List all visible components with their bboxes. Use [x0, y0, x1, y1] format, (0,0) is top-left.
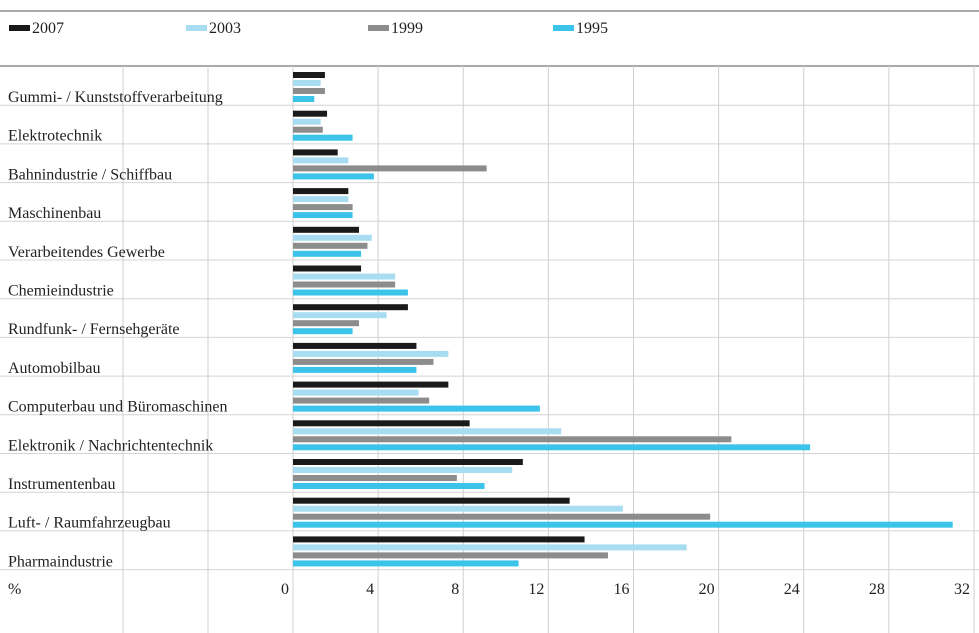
legend-label: 2003	[209, 20, 241, 37]
category-label: Elektronik / Nachrichtentechnik	[8, 437, 213, 454]
bar	[293, 420, 470, 427]
bar	[293, 544, 687, 551]
category-label: Verarbeitendes Gewerbe	[8, 244, 165, 261]
category-label: Rundfunk- / Fernsehgeräte	[8, 321, 180, 338]
x-axis-ticks: % 0 4 8 12 16 20 24 28 32	[8, 581, 970, 598]
bar	[293, 304, 408, 311]
bar	[293, 328, 353, 335]
x-tick-label: 12	[528, 581, 544, 598]
legend-swatch	[368, 25, 389, 31]
bar	[293, 483, 485, 489]
legend-label: 1995	[576, 20, 608, 37]
category-label: Luft- / Raumfahrzeugbau	[8, 515, 171, 532]
category-label: Bahnindustrie / Schiffbau	[8, 166, 172, 183]
x-tick-label: 4	[366, 581, 374, 598]
x-tick-label: 20	[699, 581, 715, 598]
x-tick-label: 32	[954, 581, 970, 598]
bar	[293, 212, 353, 219]
bar	[293, 226, 359, 233]
bar	[293, 459, 523, 465]
bar	[293, 312, 387, 319]
bar	[293, 204, 353, 211]
bar	[293, 80, 321, 86]
bar	[293, 173, 374, 180]
bar	[293, 560, 519, 567]
bar	[293, 505, 623, 512]
category-label: Elektrotechnik	[8, 128, 102, 145]
bar	[293, 428, 562, 435]
bars	[293, 72, 953, 567]
bar	[293, 242, 368, 249]
bar	[293, 265, 362, 272]
bar	[293, 165, 487, 172]
bar	[293, 234, 372, 241]
bar	[293, 320, 359, 327]
category-label: Maschinenbau	[8, 205, 101, 222]
x-unit-label: %	[8, 581, 21, 598]
x-tick-label: 8	[451, 581, 459, 598]
x-tick-label: 0	[281, 581, 289, 598]
bar	[293, 536, 585, 543]
bar	[293, 513, 711, 520]
bar	[293, 342, 417, 349]
category-label: Pharmaindustrie	[8, 553, 113, 570]
bar	[293, 134, 353, 141]
bar	[293, 497, 570, 504]
bar	[293, 96, 315, 102]
bar	[293, 110, 328, 117]
bar	[293, 72, 325, 78]
bar	[293, 118, 321, 125]
bar	[293, 358, 434, 365]
legend-swatch	[553, 25, 574, 31]
x-tick-label: 28	[869, 581, 885, 598]
category-label: Automobilbau	[8, 360, 100, 377]
bar	[293, 350, 449, 357]
bar	[293, 157, 349, 164]
bar	[293, 188, 349, 195]
legend: 2007 2003 1999 1995	[9, 20, 608, 37]
bar	[293, 381, 449, 388]
x-tick-label: 24	[784, 581, 800, 598]
bar	[293, 405, 540, 412]
bar	[293, 273, 396, 280]
bar	[293, 366, 417, 373]
legend-label: 1999	[391, 20, 423, 37]
category-label: Instrumentenbau	[8, 476, 116, 493]
bar	[293, 389, 419, 396]
gridlines	[0, 10, 979, 633]
legend-swatch	[9, 25, 30, 31]
legend-swatch	[186, 25, 207, 31]
category-label: Chemieindustrie	[8, 283, 114, 300]
bar	[293, 444, 811, 451]
bar	[293, 397, 430, 404]
bar	[293, 467, 513, 473]
bar	[293, 289, 408, 296]
category-label: Computerbau und Büromaschinen	[8, 399, 228, 416]
bar	[293, 88, 325, 94]
bar	[293, 475, 457, 481]
legend-label: 2007	[32, 20, 64, 37]
bar	[293, 126, 323, 133]
category-label: Gummi- / Kunststoffverarbeitung	[8, 89, 223, 106]
bar	[293, 552, 608, 559]
bar	[293, 196, 349, 203]
bar	[293, 436, 732, 443]
category-labels: Gummi- / Kunststoffverarbeitung Elektrote…	[8, 89, 228, 570]
bar	[293, 281, 396, 288]
x-tick-label: 16	[614, 581, 630, 598]
bar	[293, 521, 953, 528]
bar	[293, 149, 338, 156]
bar	[293, 250, 362, 257]
